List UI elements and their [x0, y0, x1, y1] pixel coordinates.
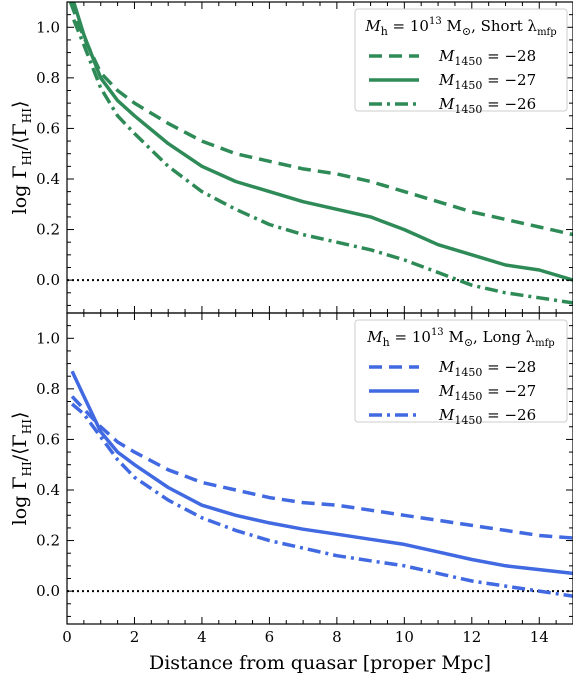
- y-tick-label: 0.2: [36, 221, 60, 239]
- x-tick-label: 6: [265, 628, 275, 646]
- x-tick-label: 14: [530, 628, 549, 646]
- y-tick-label: 1.0: [36, 329, 60, 347]
- legend-label: M1450 = −27: [438, 382, 536, 403]
- series-line-dashdot: [72, 19, 573, 305]
- panel-1: 0.0 0.2 0.4 0.6 0.8 1.0 Mh = 1013 M⊙, Short λm…: [36, 1, 573, 314]
- y-axis-label-text-2: log ΓHI/⟨ΓHI⟩: [9, 412, 34, 526]
- y-tick-label: 0.4: [36, 170, 60, 188]
- legend: Mh = 1013 M⊙, Short λmfp M1450 = −28 M1450…: [354, 8, 568, 116]
- y-tick-label: 0.2: [36, 532, 60, 550]
- x-tick-label: 4: [197, 628, 207, 646]
- legend-label: M1450 = −27: [438, 71, 536, 92]
- y-tick-label: 0.0: [36, 582, 60, 600]
- y-tick-label: 0.0: [36, 271, 60, 289]
- series-line-dashed: [70, 395, 573, 540]
- x-tick-label: 12: [462, 628, 481, 646]
- legend: Mh = 1013 M⊙, Long λmfp M1450 = −28 M1450 …: [354, 319, 568, 427]
- legend-label: M1450 = −26: [438, 95, 536, 116]
- y-tick-label: 0.6: [36, 430, 60, 448]
- y-axis-label-2: log ΓHI/⟨ΓHI⟩: [9, 412, 34, 526]
- legend-label: M1450 = −28: [438, 358, 536, 379]
- x-axis-label: Distance from quasar [proper Mpc]: [149, 652, 491, 673]
- y-tick-label: 1.0: [36, 18, 60, 36]
- x-tick-label: 10: [395, 628, 414, 646]
- legend-box: [354, 8, 568, 112]
- y-tick-label: 0.4: [36, 481, 60, 499]
- series-line-solid: [72, 2, 573, 282]
- series-line-dashdot: [70, 402, 573, 598]
- x-tick-label: 0: [62, 628, 72, 646]
- y-tick-label: 0.8: [36, 380, 60, 398]
- legend-title: Mh = 1013 M⊙, Long λmfp: [366, 327, 554, 349]
- legend-title: Mh = 1013 M⊙, Short λmfp: [364, 16, 556, 38]
- x-tick-label: 2: [130, 628, 140, 646]
- legend-label: M1450 = −26: [438, 406, 536, 427]
- y-tick-label: 0.8: [36, 69, 60, 87]
- series-line-dashed: [68, 2, 573, 237]
- y-axis-label-text-1: log ΓHI/⟨ΓHI⟩: [9, 101, 34, 215]
- y-tick-label: 0.6: [36, 119, 60, 137]
- legend-label: M1450 = −28: [438, 47, 536, 68]
- y-axis-label-1: log ΓHI/⟨ΓHI⟩: [9, 101, 34, 215]
- panel-2: 0.0 0.2 0.4 0.6 0.8 1.0 0 2 4 6 8 10 12 14 Mh = 1013 M…: [36, 312, 573, 646]
- legend-box: [354, 319, 568, 423]
- series-group: [68, 2, 573, 305]
- series-line-solid: [70, 370, 573, 576]
- series-group: [70, 370, 573, 598]
- x-tick-label: 8: [332, 628, 342, 646]
